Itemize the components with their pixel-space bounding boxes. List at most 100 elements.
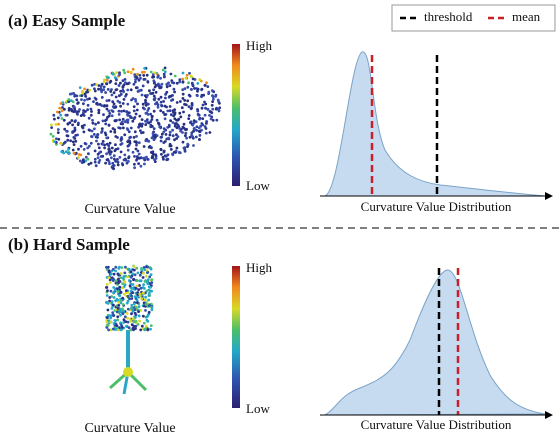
point — [136, 301, 139, 304]
point — [117, 280, 120, 283]
point — [103, 147, 106, 150]
point — [113, 91, 116, 94]
point — [112, 73, 115, 76]
point — [186, 99, 189, 102]
point — [120, 139, 123, 142]
point — [137, 288, 140, 291]
point — [122, 118, 125, 121]
point — [109, 142, 112, 145]
point — [142, 131, 145, 134]
point — [165, 133, 168, 136]
point — [101, 143, 104, 146]
point — [139, 74, 142, 77]
point — [83, 148, 86, 151]
panel-label: (a) Easy Sample — [8, 11, 126, 30]
point — [125, 93, 128, 96]
point — [176, 147, 179, 150]
point — [119, 314, 122, 317]
point — [113, 154, 116, 157]
point — [119, 127, 122, 130]
point — [138, 89, 141, 92]
point — [148, 292, 151, 295]
point — [140, 165, 143, 168]
point — [115, 328, 118, 331]
point — [175, 122, 178, 125]
point — [78, 108, 81, 111]
point — [99, 103, 102, 106]
point — [138, 293, 141, 296]
point — [125, 289, 128, 292]
point — [135, 86, 138, 89]
point — [114, 149, 117, 152]
point — [201, 123, 204, 126]
point — [88, 145, 91, 148]
point — [160, 136, 163, 139]
point — [182, 80, 185, 83]
point — [159, 109, 162, 112]
point — [148, 146, 151, 149]
point — [113, 164, 116, 167]
point — [114, 106, 117, 109]
point — [172, 82, 175, 85]
point — [116, 324, 119, 327]
point — [57, 123, 60, 126]
point — [119, 90, 122, 93]
point — [85, 143, 88, 146]
point — [69, 139, 72, 142]
point — [128, 136, 131, 139]
point — [102, 88, 105, 91]
colorbar-high: High — [246, 260, 273, 275]
point — [149, 113, 152, 116]
point — [106, 294, 109, 297]
point — [97, 111, 100, 114]
point — [178, 151, 181, 154]
point — [67, 123, 70, 126]
point — [120, 299, 123, 302]
point-cloud — [50, 67, 222, 171]
point — [87, 152, 90, 155]
point — [181, 106, 184, 109]
point — [208, 114, 211, 117]
point — [193, 122, 196, 125]
point — [122, 79, 125, 82]
left-caption: Curvature Value — [84, 202, 175, 217]
point — [195, 129, 198, 132]
point — [57, 138, 60, 141]
point — [138, 153, 141, 156]
point — [130, 306, 133, 309]
point — [173, 88, 176, 91]
point — [132, 273, 135, 276]
point — [123, 280, 126, 283]
point — [117, 301, 120, 304]
point — [95, 136, 98, 139]
point — [209, 131, 212, 134]
point — [137, 126, 140, 129]
point — [160, 148, 163, 151]
point — [126, 114, 129, 117]
point — [139, 329, 142, 332]
point — [119, 105, 122, 108]
point — [196, 94, 199, 97]
point — [71, 119, 74, 122]
point — [193, 119, 196, 122]
point — [83, 131, 86, 134]
legend-threshold: threshold — [424, 9, 473, 24]
point — [57, 131, 60, 134]
point — [111, 307, 114, 310]
point — [184, 87, 187, 90]
point — [106, 283, 109, 286]
point — [191, 82, 194, 85]
point — [90, 162, 93, 165]
point — [141, 71, 144, 74]
point — [74, 127, 77, 130]
point — [57, 128, 60, 131]
point — [135, 135, 138, 138]
point — [55, 137, 58, 140]
point — [192, 78, 195, 81]
point — [122, 312, 125, 315]
point — [152, 76, 155, 79]
point — [204, 114, 207, 117]
point — [153, 127, 156, 130]
point — [160, 153, 163, 156]
point — [170, 95, 173, 98]
